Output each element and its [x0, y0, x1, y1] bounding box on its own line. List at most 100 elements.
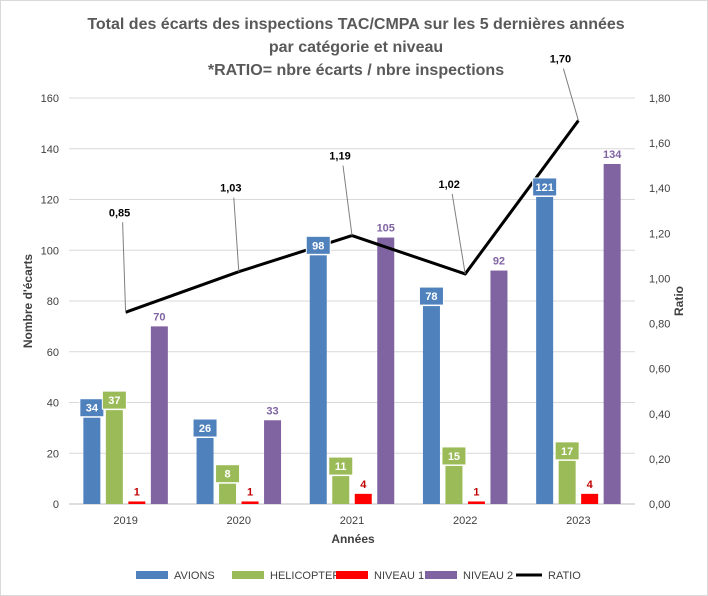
bar [219, 483, 237, 504]
y-tick-label: 20 [47, 448, 59, 460]
ratio-data-label: 1,02 [438, 179, 459, 191]
data-label: 70 [153, 311, 165, 323]
bar [536, 196, 554, 504]
ratio-data-label: 1,70 [550, 54, 571, 66]
data-label-box [554, 441, 580, 461]
chart-title-line-2: par catégorie et niveau [269, 39, 443, 56]
bar [83, 417, 101, 504]
chart-title-line-1: Total des écarts des inspections TAC/CMP… [87, 16, 624, 33]
y2-tick-label: 1,40 [649, 183, 670, 195]
bar [196, 438, 214, 504]
y-tick-label: 80 [47, 296, 59, 308]
bar [377, 237, 395, 504]
y2-tick-label: 0,00 [649, 499, 670, 511]
data-label-box [441, 446, 467, 466]
data-label-box [192, 418, 218, 438]
data-label: 4 [360, 479, 367, 491]
bar [332, 476, 350, 504]
legend-swatch [425, 571, 457, 579]
data-label: 1 [473, 486, 479, 498]
ratio-leader-line [451, 193, 466, 275]
y-tick-label: 40 [47, 398, 59, 410]
ratio-line [125, 119, 580, 314]
legend-swatch [136, 571, 168, 579]
legend-label: HELICOPTERES [270, 570, 355, 582]
y2-tick-label: 0,80 [649, 319, 670, 331]
x-axis-ticks: 2019 2020 2021 2022 2023 [113, 515, 590, 527]
y-axis-ticks: 0 20 40 60 80 100 120 140 160 [41, 93, 59, 511]
ratio-line-layer [125, 119, 580, 314]
y-tick-label: 0 [53, 499, 59, 511]
ratio-leader-line [122, 222, 127, 313]
y-tick-label: 140 [41, 144, 59, 156]
y-axis-title: Nombre d'écarts [21, 254, 35, 349]
data-label: 121 [535, 182, 553, 194]
bar [558, 460, 576, 504]
data-label-box [418, 286, 444, 306]
y-tick-label: 100 [41, 245, 59, 257]
ratio-leader-line [342, 165, 353, 236]
data-label: 26 [199, 423, 211, 435]
x-tick-label: 2019 [113, 515, 137, 527]
ratio-data-label: 1,19 [329, 151, 350, 163]
chart-title-line-3: *RATIO= nbre écarts / nbre inspections [208, 62, 504, 79]
legend: AVIONS HELICOPTERES NIVEAU 1 NIVEAU 2 RATIO [136, 570, 581, 582]
bar [128, 501, 146, 504]
y2-tick-label: 1,80 [649, 93, 670, 105]
bar [467, 501, 485, 504]
data-label-box [305, 235, 331, 255]
legend-label: NIVEAU 1 [374, 570, 424, 582]
legend-swatch [232, 571, 264, 579]
bar [490, 270, 508, 504]
bar [309, 255, 327, 504]
ratio-data-label: 0,85 [109, 207, 130, 219]
data-label: 78 [425, 291, 437, 303]
x-tick-label: 2021 [340, 515, 364, 527]
legend-label: RATIO [548, 570, 581, 582]
legend-label: AVIONS [174, 570, 215, 582]
data-label: 1 [247, 486, 253, 498]
bar [105, 410, 123, 504]
data-label-box [328, 456, 354, 476]
bar [264, 420, 282, 504]
x-tick-label: 2022 [453, 515, 477, 527]
ratio-leader-line [562, 68, 579, 121]
bar [150, 326, 168, 504]
y2-tick-label: 1,00 [649, 273, 670, 285]
bar [354, 493, 372, 504]
y-tick-label: 120 [41, 195, 59, 207]
x-tick-label: 2023 [566, 515, 590, 527]
data-label: 37 [108, 395, 120, 407]
bar [603, 163, 621, 504]
ratio-data-label: 1,03 [220, 183, 241, 195]
bars [83, 163, 621, 504]
x-tick-label: 2020 [227, 515, 251, 527]
y2-tick-label: 1,60 [649, 138, 670, 150]
data-label: 105 [377, 223, 395, 235]
data-label: 34 [86, 403, 99, 415]
data-label: 11 [335, 461, 347, 473]
y2-axis-ticks: 0,00 0,20 0,40 0,60 0,80 1,00 1,20 1,40 1,60 1,80 [649, 93, 670, 511]
data-label: 4 [587, 479, 594, 491]
legend-swatch [336, 571, 368, 579]
data-label: 15 [448, 451, 460, 463]
x-axis-title: Années [331, 532, 375, 546]
data-label: 98 [312, 240, 324, 252]
y-tick-label: 60 [47, 347, 59, 359]
data-label-box [101, 390, 127, 410]
data-label: 33 [266, 405, 278, 417]
data-label: 8 [224, 469, 230, 481]
data-label: 92 [493, 256, 505, 268]
y2-tick-label: 0,20 [649, 454, 670, 466]
y-tick-label: 160 [41, 93, 59, 105]
ratio-leader-line [233, 197, 240, 272]
bar [581, 493, 599, 504]
bar [241, 501, 259, 504]
data-label: 134 [603, 149, 622, 161]
y2-axis-title: Ratio [672, 286, 686, 316]
bar [422, 306, 440, 504]
data-label: 1 [134, 486, 140, 498]
